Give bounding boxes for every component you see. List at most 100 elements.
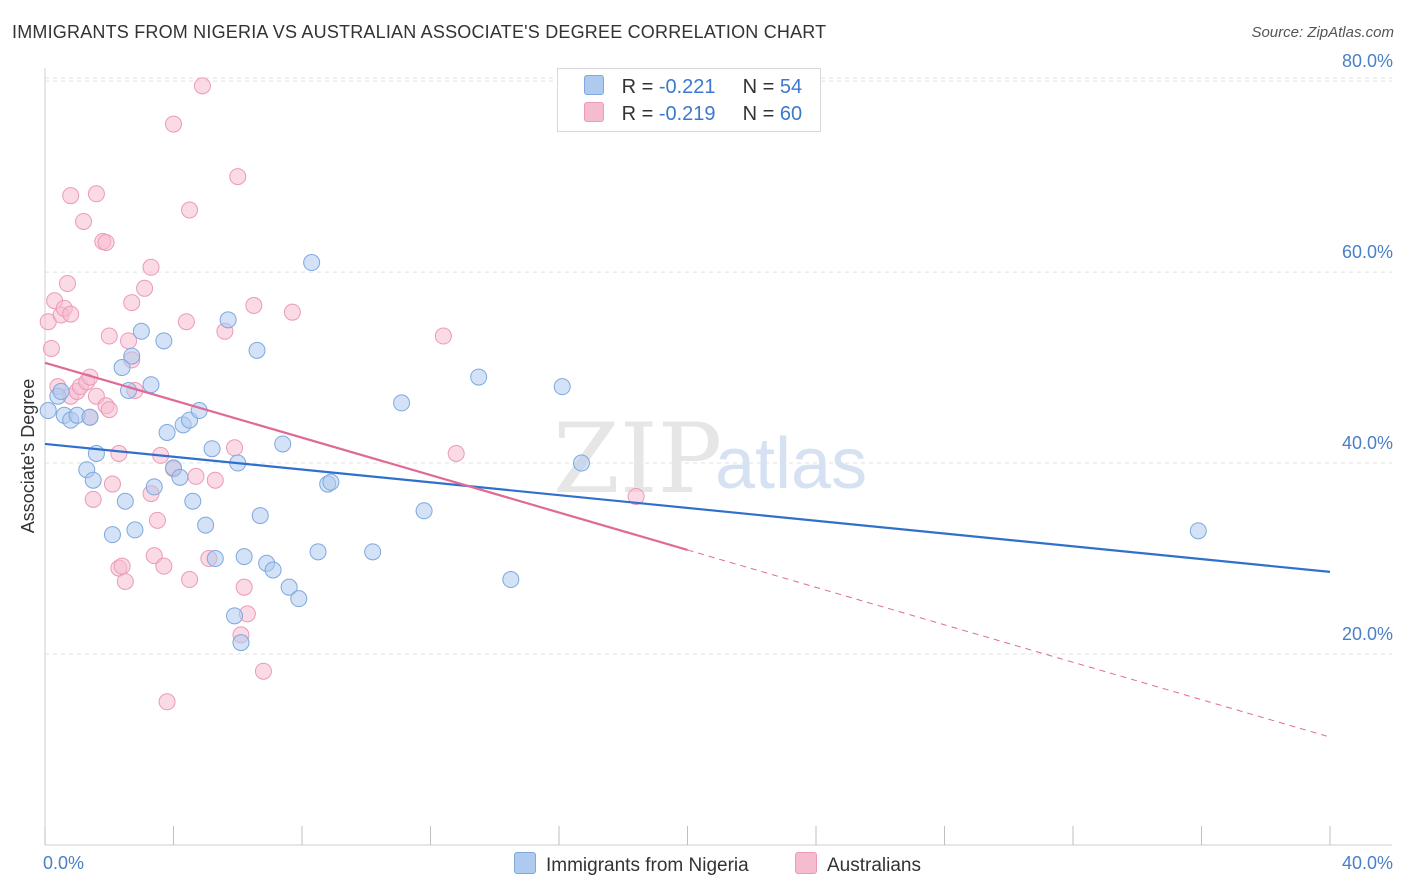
point-nigeria	[322, 473, 340, 491]
trendline-nigeria	[44, 442, 1331, 573]
point-nigeria	[274, 435, 292, 453]
point-nigeria	[502, 571, 520, 589]
point-australians	[123, 294, 141, 312]
point-australians	[226, 439, 244, 457]
stats-legend: R = -0.221 N = 54 R = -0.219 N = 60	[557, 68, 821, 132]
point-nigeria	[197, 516, 215, 534]
point-australians	[177, 313, 195, 331]
point-australians	[193, 77, 211, 95]
point-nigeria	[303, 254, 321, 272]
point-nigeria	[206, 550, 224, 568]
point-nigeria	[235, 548, 253, 566]
point-nigeria	[251, 507, 269, 525]
point-australians	[229, 168, 247, 186]
point-nigeria	[113, 359, 131, 377]
point-australians	[155, 557, 173, 575]
legend-r-label: R =	[621, 76, 654, 98]
point-nigeria	[415, 502, 433, 520]
point-nigeria	[1189, 522, 1207, 540]
point-nigeria	[219, 311, 237, 329]
point-australians	[148, 511, 166, 529]
point-australians	[254, 662, 272, 680]
point-australians	[42, 339, 60, 357]
point-nigeria	[158, 423, 176, 441]
point-australians	[283, 303, 301, 321]
point-australians	[100, 401, 118, 419]
point-nigeria	[84, 471, 102, 489]
watermark-atlas: atlas	[715, 424, 867, 504]
point-nigeria	[81, 408, 99, 426]
point-australians	[434, 327, 452, 345]
bottom-legend-australians: Australians	[795, 852, 921, 877]
point-australians	[627, 487, 645, 505]
point-nigeria	[290, 590, 308, 608]
point-nigeria	[39, 402, 57, 420]
y-tick-label: 20.0%	[1342, 624, 1393, 644]
legend-n-value: 54	[779, 76, 803, 98]
point-nigeria	[103, 526, 121, 544]
point-australians	[62, 305, 80, 323]
legend-r-label: R =	[621, 103, 654, 125]
point-australians	[113, 557, 131, 575]
point-australians	[103, 475, 121, 493]
point-nigeria	[572, 454, 590, 472]
point-australians	[58, 275, 76, 293]
point-australians	[158, 693, 176, 711]
point-nigeria	[142, 376, 160, 394]
point-australians	[75, 212, 93, 230]
point-australians	[110, 445, 128, 462]
point-australians	[206, 471, 224, 489]
point-australians	[84, 490, 102, 508]
point-nigeria	[52, 382, 70, 400]
point-nigeria	[232, 634, 250, 652]
point-nigeria	[393, 394, 411, 412]
y-tick-label: 40.0%	[1342, 433, 1393, 453]
point-australians	[235, 578, 253, 596]
legend-r-value: -0.219	[658, 103, 716, 125]
point-nigeria	[132, 322, 150, 340]
y-axis-label: Associate's Degree	[18, 379, 38, 534]
point-australians	[142, 258, 160, 276]
legend-swatch-pink	[584, 102, 604, 122]
point-nigeria	[553, 378, 571, 396]
point-nigeria	[264, 561, 282, 579]
legend-swatch-pink	[795, 852, 817, 874]
point-nigeria	[155, 332, 173, 350]
point-australians	[181, 201, 199, 219]
point-australians	[145, 547, 163, 565]
point-australians	[245, 296, 263, 314]
legend-label-nigeria: Immigrants from Nigeria	[546, 855, 749, 876]
trend-lines	[44, 361, 1331, 738]
point-australians	[97, 233, 115, 251]
y-tick-label: 80.0%	[1342, 51, 1393, 71]
legend-n-label: N =	[742, 76, 775, 98]
trendline-australians-extrapolated	[687, 549, 1331, 738]
point-australians	[87, 185, 105, 203]
legend-label-australians: Australians	[827, 855, 921, 876]
legend-swatch-blue	[514, 852, 536, 874]
point-australians	[165, 115, 182, 133]
x-tick-label: 0.0%	[43, 853, 84, 873]
legend-row-australians: R = -0.219 N = 60	[584, 102, 802, 126]
point-nigeria	[226, 607, 244, 625]
point-nigeria	[116, 492, 134, 510]
legend-n-value: 60	[779, 103, 803, 125]
point-australians	[62, 187, 80, 205]
point-australians	[187, 467, 205, 485]
point-nigeria	[309, 543, 327, 561]
legend-swatch-blue	[584, 75, 604, 95]
data-points	[39, 77, 1207, 711]
legend-n-label: N =	[742, 103, 775, 125]
point-australians	[136, 279, 154, 297]
point-nigeria	[280, 578, 298, 596]
point-nigeria	[248, 341, 266, 359]
point-nigeria	[364, 543, 382, 561]
point-australians	[116, 572, 134, 590]
legend-r-value: -0.221	[658, 76, 716, 98]
point-nigeria	[203, 440, 221, 458]
point-australians	[181, 571, 199, 589]
point-australians	[447, 445, 465, 462]
axes	[44, 68, 1392, 846]
tick-labels: 20.0% 40.0% 60.0% 80.0% 0.0% 40.0%	[43, 51, 1393, 873]
